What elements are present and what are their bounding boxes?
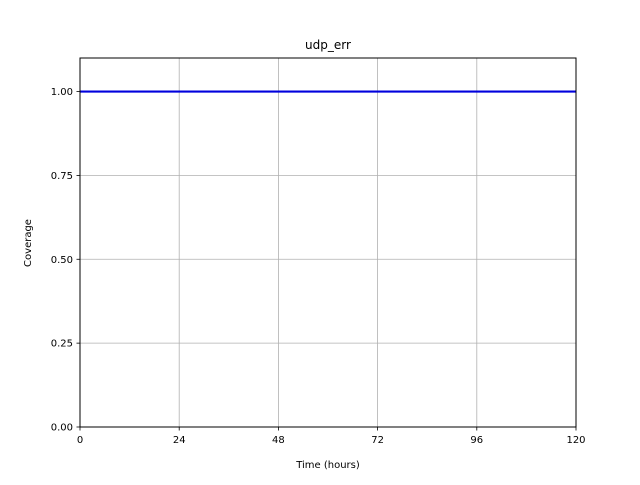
x-tick-label: 72 (371, 435, 384, 446)
x-axis-label: Time (hours) (295, 460, 360, 471)
x-tick-label: 48 (272, 435, 285, 446)
x-tick-label: 24 (173, 435, 186, 446)
x-tick-label: 120 (566, 435, 585, 446)
y-tick-label: 0.00 (51, 423, 73, 434)
y-tick-label: 0.25 (51, 339, 73, 350)
y-tick-label: 0.50 (51, 255, 73, 266)
axis-ticks: 0 24 48 72 96 120 0.00 0.25 0.50 0.75 1.00 (51, 87, 586, 446)
x-tick-label: 96 (470, 435, 483, 446)
y-tick-label: 0.75 (51, 171, 73, 182)
chart-title: udp_err (305, 38, 351, 52)
y-tick-label: 1.00 (51, 87, 73, 98)
y-axis-label: Coverage (23, 219, 34, 267)
x-tick-label: 0 (77, 435, 83, 446)
plot-frame (79, 57, 577, 428)
